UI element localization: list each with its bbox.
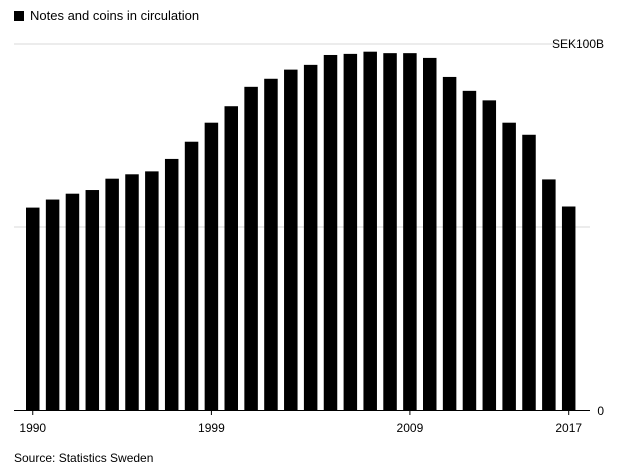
bar-2002 (264, 78, 278, 411)
x-tick-label: 2009 (397, 421, 424, 435)
bar-2011 (442, 76, 457, 410)
bar-2010 (423, 57, 437, 411)
bar-2015 (522, 134, 536, 410)
bar-2004 (303, 64, 318, 410)
bar-2001 (244, 86, 258, 411)
bar-1995 (125, 174, 139, 410)
x-tick-label: 2017 (555, 421, 582, 435)
bar-2003 (284, 69, 298, 411)
x-tick-label: 1999 (198, 421, 225, 435)
bar-1991 (45, 199, 60, 410)
x-axis-labels: 1990 1999 2009 2017 (19, 410, 582, 435)
bar-2005 (323, 54, 338, 410)
bar-2017 (561, 206, 576, 410)
bar-1998 (184, 141, 199, 411)
bar-2009 (403, 53, 417, 411)
bar-2007 (363, 51, 377, 410)
bar-2000 (224, 106, 238, 410)
bar-1996 (145, 171, 159, 410)
bars (26, 51, 576, 411)
bar-2006 (343, 53, 358, 411)
bar-1994 (105, 178, 119, 410)
bar-1992 (65, 193, 80, 410)
bar-1990 (26, 207, 40, 410)
bar-2014 (502, 122, 516, 410)
bar-2008 (383, 53, 397, 411)
bar-2012 (462, 90, 477, 411)
legend-swatch (14, 10, 24, 21)
bar-1997 (164, 158, 179, 410)
bar-2016 (542, 179, 556, 410)
y-axis-labels: 0 SEK100B (552, 37, 604, 418)
bar-1999 (204, 122, 219, 410)
legend: Notes and coins in circulation (14, 8, 199, 23)
x-tick-label: 1990 (19, 421, 46, 435)
y-tick-label: 0 (597, 404, 604, 418)
bar-1993 (85, 190, 100, 410)
bar-2013 (482, 100, 497, 410)
legend-label: Notes and coins in circulation (30, 8, 200, 23)
y-tick-label: SEK100B (552, 37, 604, 51)
source-note: Source: Statistics Sweden (14, 451, 154, 465)
